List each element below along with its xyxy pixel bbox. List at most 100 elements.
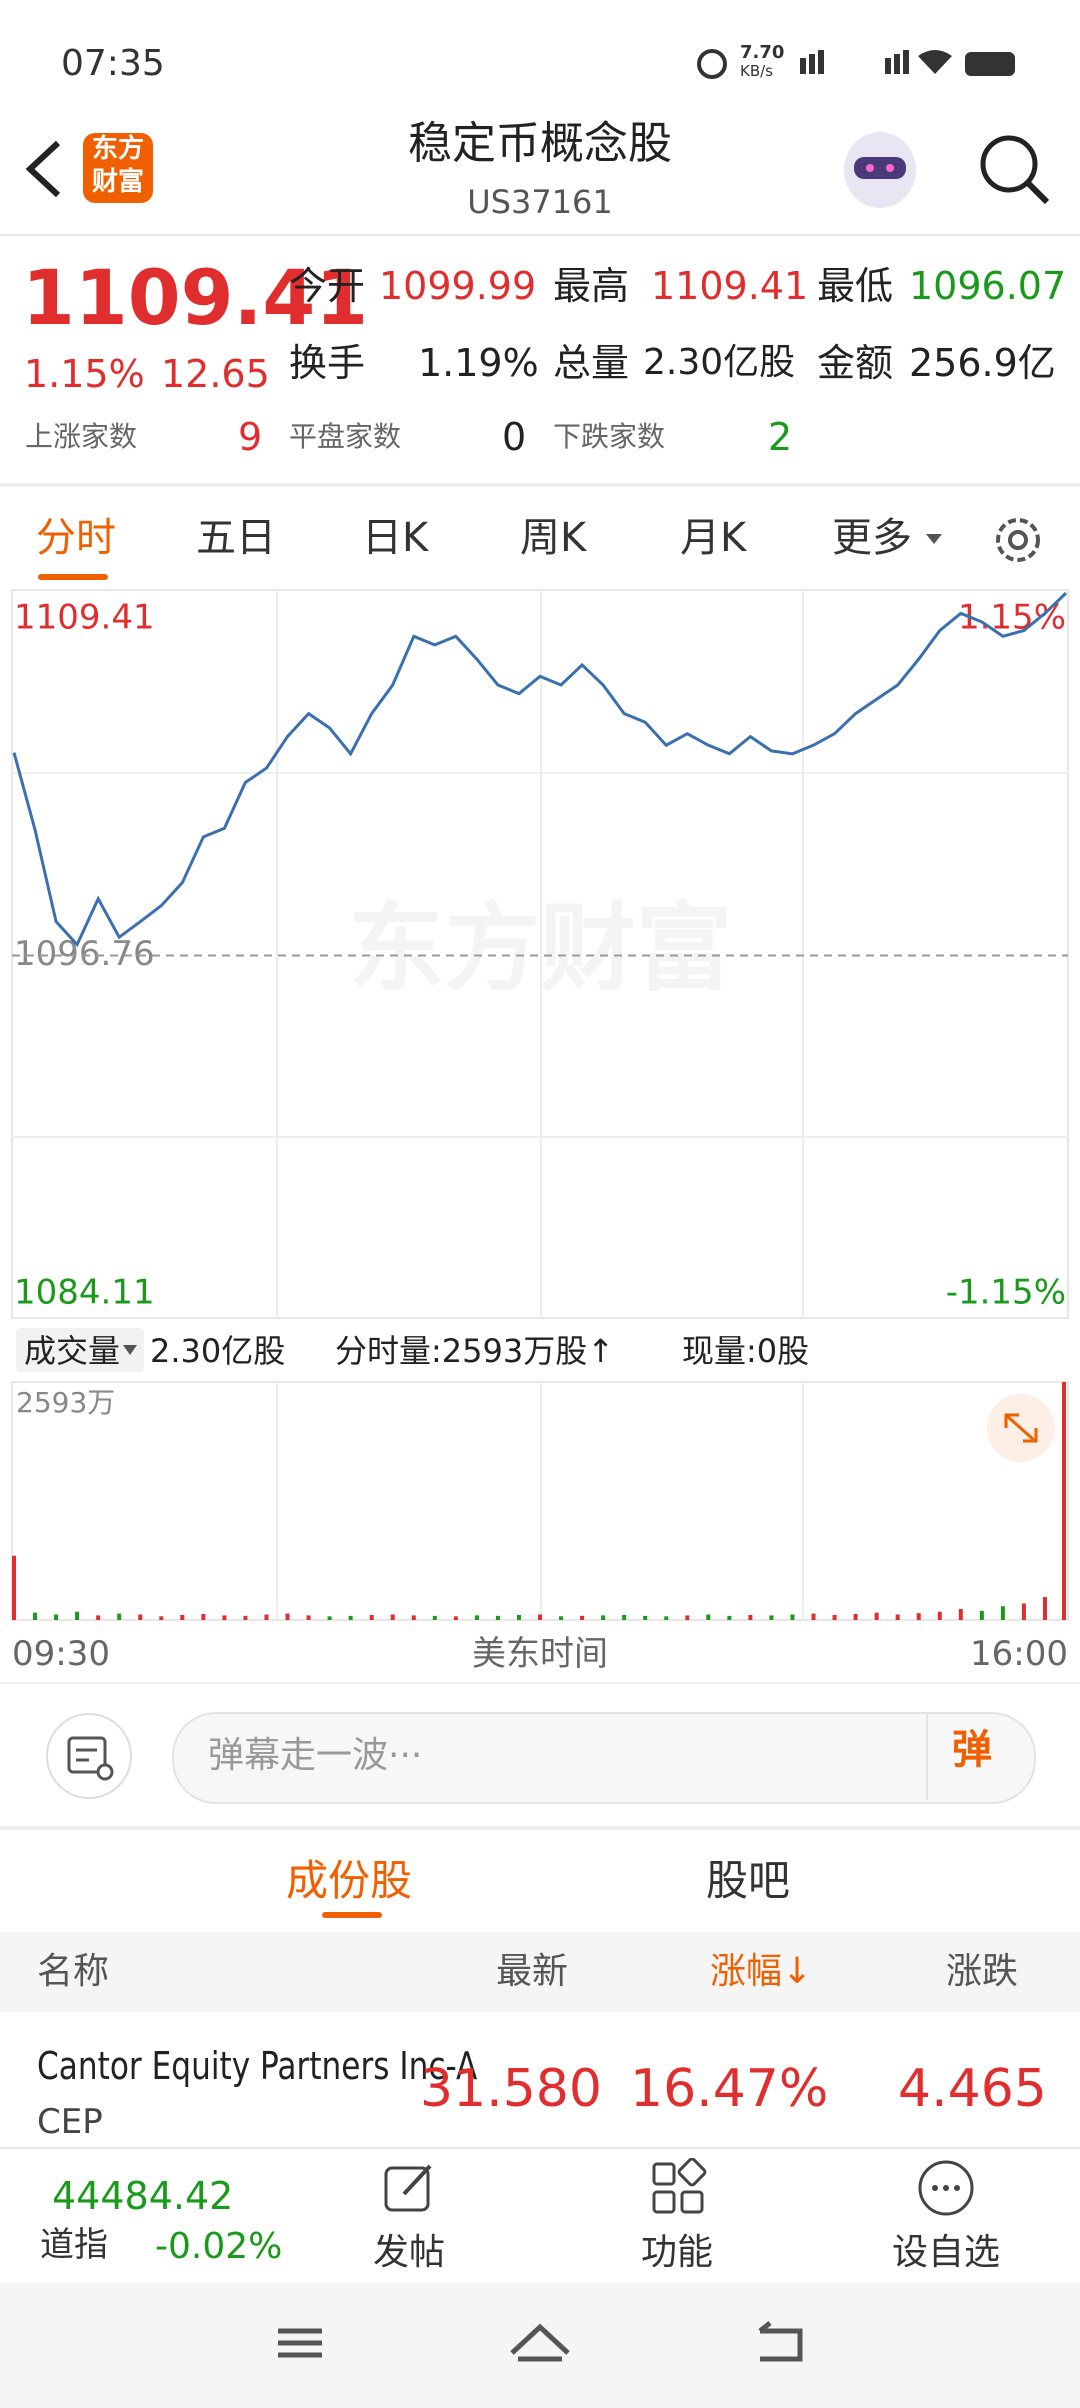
- flat-label: 平盘家数: [289, 420, 402, 453]
- danmu-button[interactable]: 弹: [952, 1727, 992, 1773]
- settings-button[interactable]: [990, 512, 1046, 568]
- up-count: 9: [238, 415, 263, 459]
- watchlist-icon[interactable]: [916, 2158, 976, 2218]
- x-axis-label: 美东时间: [472, 1634, 608, 1674]
- selector-box[interactable]: [16, 1328, 144, 1372]
- page-title: 稳定币概念股: [408, 118, 672, 169]
- system-nav: [0, 2283, 1080, 2408]
- dropdown-arrow: [123, 1345, 137, 1355]
- open-value: 1099.99: [379, 264, 537, 308]
- tab[interactable]: 分时: [36, 515, 116, 561]
- tab[interactable]: 月K: [680, 515, 747, 561]
- volume-bar: [117, 1613, 122, 1620]
- volume-bar: [1021, 1603, 1026, 1620]
- tab[interactable]: 日K: [362, 515, 429, 561]
- divider: [926, 1714, 928, 1800]
- volume-tick-label: 2593万: [16, 1386, 115, 1419]
- divider: [0, 1826, 1080, 1830]
- dropdown-arrow: [926, 534, 942, 544]
- change-pct: 1.15%: [24, 352, 145, 396]
- volume-bar: [285, 1613, 290, 1620]
- volume-bar: [622, 1614, 627, 1620]
- nav-item[interactable]: 功能: [641, 2232, 714, 2273]
- down-count: 2: [768, 415, 793, 459]
- table-header[interactable]: 涨幅↓: [710, 1951, 813, 1992]
- post-icon[interactable]: [380, 2158, 440, 2218]
- index-name: 道指: [40, 2225, 108, 2265]
- net-speed: 7.70: [740, 42, 785, 63]
- volume-bar: [201, 1614, 206, 1620]
- volume-selector[interactable]: 成交量: [24, 1332, 121, 1370]
- volume-bar: [411, 1615, 416, 1620]
- y-tick-label: 1084.11: [14, 1273, 155, 1313]
- function-icon[interactable]: [648, 2158, 708, 2218]
- back-nav-button[interactable]: [758, 2321, 803, 2362]
- flat-count: 0: [502, 415, 527, 459]
- volume-bar: [264, 1614, 269, 1620]
- high-label: 最高: [553, 264, 630, 308]
- volume-bar: [916, 1613, 921, 1620]
- sub-tab[interactable]: 股吧: [706, 1856, 791, 1905]
- volume-bar: [327, 1616, 332, 1620]
- back-button[interactable]: [20, 135, 70, 205]
- change: 12.65: [161, 352, 270, 396]
- table-header-bg: [0, 1932, 1080, 2012]
- y2-tick-label: -1.15%: [946, 1273, 1066, 1313]
- robot-avatar[interactable]: [840, 125, 920, 215]
- change-pct: 16.47%: [630, 2059, 829, 2119]
- price-line: [12, 591, 1068, 948]
- volume-bar: [306, 1615, 311, 1620]
- danmu-input[interactable]: [172, 1712, 1036, 1804]
- stock-name[interactable]: Cantor Equity Partners Inc-A: [37, 2044, 478, 2088]
- volume-bar: [790, 1614, 795, 1620]
- volume-bar: [895, 1614, 900, 1620]
- volume-bar: [664, 1616, 669, 1620]
- volume-bar: [1000, 1606, 1005, 1620]
- volume-bar: [33, 1612, 38, 1620]
- home-button[interactable]: [510, 2323, 570, 2362]
- volume-bar: [474, 1615, 479, 1620]
- sub-tab[interactable]: 成份股: [286, 1856, 413, 1905]
- turnover-value: 1.19%: [418, 341, 539, 385]
- y2-tick-label: 1.15%: [958, 598, 1066, 638]
- x-tick-label: 16:00: [970, 1634, 1068, 1674]
- menu-button[interactable]: [278, 2328, 322, 2358]
- table-header[interactable]: 最新: [496, 1951, 569, 1992]
- volume-bar: [853, 1614, 858, 1620]
- danmu-settings[interactable]: [45, 1712, 135, 1802]
- tab[interactable]: 周K: [520, 515, 587, 561]
- divider: [0, 483, 1080, 487]
- volume-bar: [495, 1615, 500, 1620]
- volume-bar: [243, 1615, 248, 1620]
- volume-bar: [348, 1615, 353, 1620]
- volume-bar: [222, 1615, 227, 1620]
- volume-bar: [54, 1614, 59, 1620]
- volume-bar: [601, 1615, 606, 1620]
- system-nav-icons: [278, 2321, 803, 2362]
- table-header[interactable]: 涨跌: [946, 1951, 1019, 1992]
- volume-bar: [75, 1611, 80, 1620]
- nav-item[interactable]: 设自选: [892, 2232, 1001, 2273]
- volume-bar: [1042, 1597, 1047, 1620]
- app-logo: 东方财富: [83, 133, 153, 203]
- volume-bar: [685, 1615, 690, 1620]
- volume-bar: [96, 1615, 101, 1620]
- volume-bar: [432, 1615, 437, 1620]
- search-button[interactable]: [975, 130, 1055, 210]
- nav-item[interactable]: 发帖: [373, 2232, 446, 2273]
- minute-volume: 分时量:2593万股↑: [335, 1332, 615, 1370]
- tab[interactable]: 五日: [196, 515, 276, 561]
- turnover-label: 换手: [289, 341, 366, 385]
- volume-bar: [958, 1608, 963, 1620]
- volume-bar: [874, 1612, 879, 1620]
- tab[interactable]: 更多: [832, 515, 912, 561]
- volume-bar: [453, 1616, 458, 1620]
- volume-bar: [180, 1614, 185, 1620]
- danmu-placeholder: 弹幕走一波···: [208, 1735, 423, 1776]
- volume-bar: [369, 1614, 374, 1620]
- index-value[interactable]: 44484.42: [52, 2174, 234, 2218]
- last-price: 1109.41: [22, 253, 369, 342]
- volume-total: 2.30亿股: [150, 1332, 286, 1370]
- volume-bar: [580, 1615, 585, 1620]
